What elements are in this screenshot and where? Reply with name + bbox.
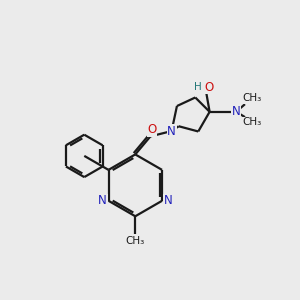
Text: H: H — [194, 82, 202, 92]
Text: N: N — [167, 124, 176, 138]
Text: CH₃: CH₃ — [126, 236, 145, 246]
Text: O: O — [147, 123, 157, 136]
Text: N: N — [98, 194, 107, 207]
Text: CH₃: CH₃ — [243, 93, 262, 103]
Text: CH₃: CH₃ — [243, 117, 262, 128]
Text: N: N — [232, 105, 241, 118]
Text: N: N — [164, 194, 172, 207]
Text: O: O — [204, 81, 214, 94]
